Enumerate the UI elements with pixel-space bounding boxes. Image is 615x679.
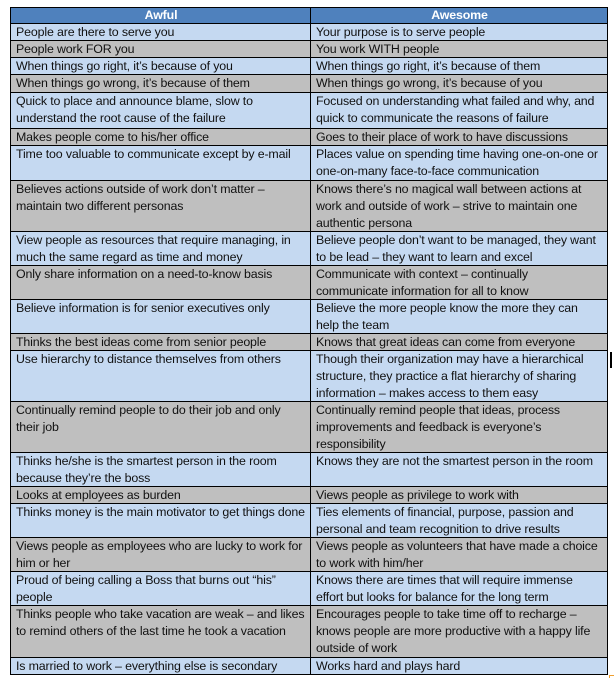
resize-corner-icon (609, 675, 614, 678)
cell-awesome: Encourages people to take time off to re… (316, 607, 591, 655)
cell-awful: Only share information on a need-to-know… (11, 266, 311, 299)
table-row: Is married to work – everything else is … (11, 657, 607, 674)
table-row: Thinks he/she is the smartest person in … (11, 452, 607, 486)
cell-awful: Thinks people who take vacation are weak… (11, 606, 311, 657)
table-row: Proud of being calling a Boss that burns… (11, 571, 607, 605)
table-row: Quick to place and announce blame, slow … (11, 92, 607, 128)
table-body: People are there to serve you Your purpos… (11, 23, 607, 674)
table-row: Thinks money is the main motivator to ge… (11, 503, 607, 537)
table-row: Use hierarchy to distance themselves fro… (11, 350, 607, 401)
cell-awesome: When things go wrong, it’s because of yo… (316, 76, 543, 90)
cell-awesome: You work WITH people (316, 42, 440, 56)
cell-awesome: Continually remind people that ideas, pr… (316, 403, 560, 451)
header-awesome: Awesome (431, 8, 488, 22)
cell-awful: Is married to work – everything else is … (11, 658, 311, 674)
cell-awful: Quick to place and announce blame, slow … (11, 93, 311, 128)
header-awful: Awful (11, 8, 311, 23)
cell-awesome: Places value on spending time having one… (316, 147, 598, 178)
cell-awesome: Knows that great ideas can come from eve… (316, 335, 576, 349)
cell-awesome: Though their organization may have a hie… (316, 352, 584, 400)
cell-awful: People are there to serve you (11, 24, 311, 40)
cell-awful: When things go wrong, it’s because of th… (11, 75, 311, 92)
table-row: People work FOR you You work WITH people (11, 40, 607, 57)
cell-awesome: Works hard and plays hard (316, 659, 461, 673)
table-row: Time too valuable to communicate except … (11, 145, 607, 180)
cell-awesome: Knows there are times that will require … (316, 573, 573, 604)
table-row: When things go wrong, it’s because of th… (11, 74, 607, 92)
cell-awesome: Believe the more people know the more th… (316, 301, 578, 332)
cell-awful: Thinks the best ideas come from senior p… (11, 334, 311, 350)
cell-awful: Looks at employees as burden (11, 487, 311, 503)
cell-awesome: When things go right, it’s because of th… (316, 59, 541, 73)
table-row: Thinks the best ideas come from senior p… (11, 333, 607, 350)
cell-awful: Thinks he/she is the smartest person in … (11, 453, 311, 486)
cell-awesome: Ties elements of financial, purpose, pas… (316, 505, 574, 536)
table-row: Makes people come to his/her office Goes … (11, 128, 607, 145)
cell-awesome: Views people as volunteers that have mad… (316, 539, 598, 570)
cell-awful: Believes actions outside of work don’t m… (11, 181, 311, 231)
cell-awesome: Knows they are not the smartest person i… (316, 454, 593, 468)
cell-awesome: Views people as privilege to work with (316, 488, 519, 502)
cell-awful: When things go right, it’s because of yo… (11, 58, 311, 74)
table-row: View people as resources that require ma… (11, 231, 607, 265)
cell-awesome: Your purpose is to serve people (316, 25, 486, 39)
table-row: Looks at employees as burden Views people… (11, 486, 607, 503)
cell-awful: Thinks money is the main motivator to ge… (11, 504, 311, 537)
text-cursor-icon (610, 352, 612, 368)
cell-awesome: Believe people don’t want to be managed,… (316, 233, 596, 264)
cell-awful: Use hierarchy to distance themselves fro… (11, 351, 311, 401)
table-row: Only share information on a need-to-know… (11, 265, 607, 299)
cell-awful: Views people as employees who are lucky … (11, 538, 311, 571)
table-row: Continually remind people to do their jo… (11, 401, 607, 452)
cell-awesome: Knows there’s no magical wall between ac… (316, 182, 582, 230)
cell-awful: View people as resources that require ma… (11, 232, 311, 265)
cell-awful: Believe information is for senior execut… (11, 300, 311, 333)
table-row: When things go right, it’s because of yo… (11, 57, 607, 74)
cell-awesome: Communicate with context – continually c… (316, 267, 529, 298)
table-row: Views people as employees who are lucky … (11, 537, 607, 571)
table-row: Believes actions outside of work don’t m… (11, 180, 607, 231)
table-row: People are there to serve you Your purpos… (11, 23, 607, 40)
table-row: Thinks people who take vacation are weak… (11, 605, 607, 657)
table-header-row: Awful Awesome (11, 8, 607, 23)
cell-awful: Proud of being calling a Boss that burns… (11, 572, 311, 605)
table-row: Believe information is for senior execut… (11, 299, 607, 333)
cell-awful: People work FOR you (11, 41, 311, 57)
cell-awful: Makes people come to his/her office (11, 129, 311, 145)
cell-awesome: Goes to their place of work to have disc… (316, 130, 568, 144)
cell-awful: Time too valuable to communicate except … (11, 146, 311, 180)
cell-awesome: Focused on understanding what failed and… (316, 94, 595, 125)
awful-vs-awesome-table: Awful Awesome People are there to serve … (10, 7, 608, 675)
cell-awful: Continually remind people to do their jo… (11, 402, 311, 452)
